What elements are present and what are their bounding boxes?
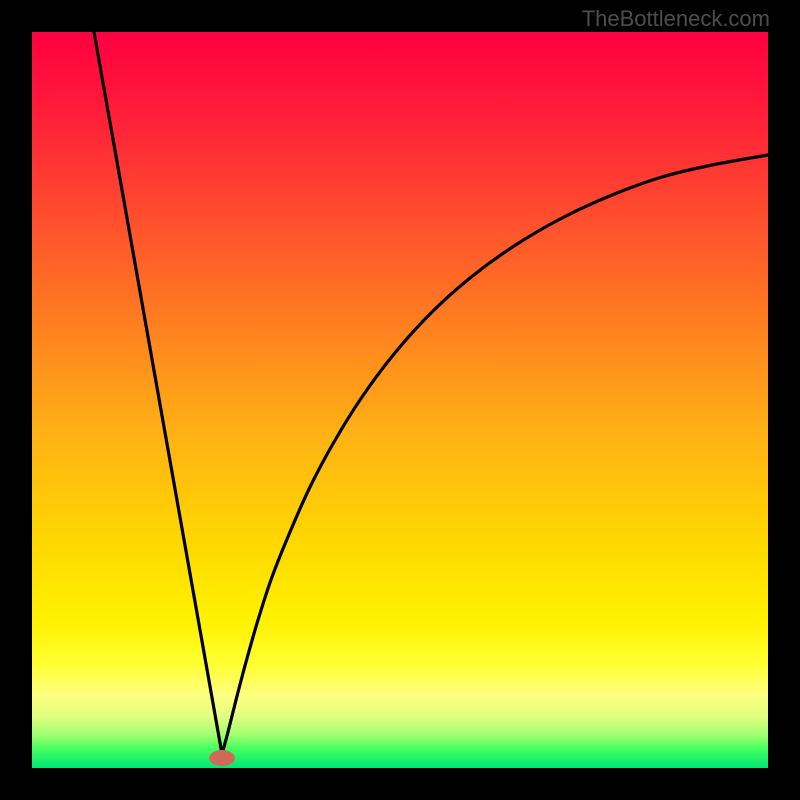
plot-area	[32, 32, 768, 768]
chart-canvas: TheBottleneck.com	[0, 0, 800, 800]
minimum-marker	[32, 32, 768, 768]
watermark-text: TheBottleneck.com	[582, 6, 770, 32]
